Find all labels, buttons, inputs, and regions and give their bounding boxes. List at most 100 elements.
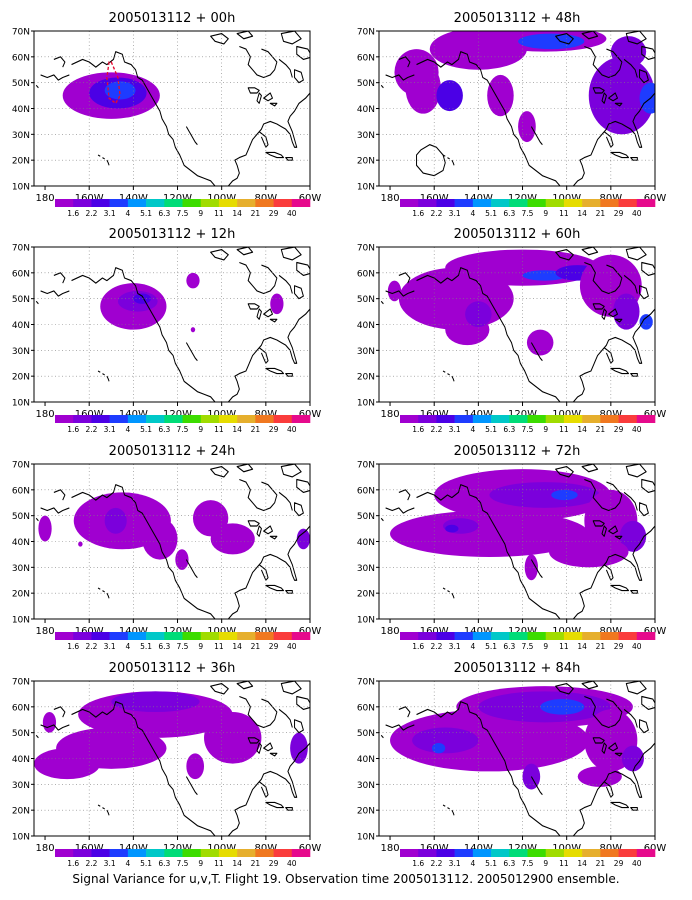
- colorbar-swatch: [436, 199, 455, 207]
- colorbar-swatch: [255, 632, 274, 640]
- x-tick-label: 180: [380, 409, 399, 420]
- x-tick-label: 140W: [119, 409, 148, 420]
- y-tick-label: 70N: [357, 461, 375, 471]
- colorbar-label: 2.2: [430, 642, 442, 651]
- colorbar-swatch: [273, 632, 293, 640]
- y-tick-label: 10N: [12, 616, 30, 626]
- variance-shading: [549, 536, 629, 568]
- colorbar-swatch: [400, 415, 419, 423]
- colorbar-label: 4: [125, 642, 130, 651]
- colorbar-swatch: [600, 415, 619, 423]
- map-panel: 2005013112 + 36h 180 160W 140W 120W 100W 80W 60…: [12, 661, 322, 868]
- panel-title: 2005013112 + 36h: [109, 661, 236, 676]
- x-tick-label: 160W: [75, 193, 104, 204]
- x-tick-label: 100W: [552, 193, 581, 204]
- colorbar-label: 2.2: [430, 425, 442, 434]
- colorbar-label: 21: [251, 425, 261, 434]
- colorbar-swatch: [563, 199, 583, 207]
- colorbar-swatch: [109, 199, 129, 207]
- colorbar-label: 14: [577, 209, 587, 218]
- y-tick-label: 40N: [12, 538, 30, 548]
- variance-shading: [431, 743, 446, 754]
- colorbar-label: 6.3: [158, 859, 170, 868]
- y-tick-label: 70N: [357, 678, 375, 688]
- y-tick-label: 30N: [357, 131, 375, 141]
- colorbar-label: 14: [577, 642, 587, 651]
- colorbar-label: 6.3: [158, 425, 170, 434]
- colorbar-label: 7.5: [177, 209, 189, 218]
- colorbar-swatch: [91, 415, 110, 423]
- y-tick-label: 70N: [12, 28, 30, 38]
- x-tick-label: 80W: [255, 193, 278, 204]
- colorbar-label: 4: [125, 859, 130, 868]
- colorbar-label: 6.3: [503, 425, 515, 434]
- x-tick-label: 60W: [299, 626, 322, 637]
- variance-shading: [518, 111, 536, 143]
- colorbar-swatch: [127, 849, 147, 857]
- variance-shading: [142, 518, 178, 560]
- colorbar-label: 4: [470, 209, 475, 218]
- colorbar-swatch: [55, 415, 74, 423]
- colorbar-swatch: [400, 632, 419, 640]
- colorbar-swatch: [146, 632, 165, 640]
- y-tick-label: 10N: [357, 833, 375, 843]
- x-tick-label: 60W: [299, 193, 322, 204]
- x-tick-label: 60W: [644, 409, 667, 420]
- panels-grid: 2005013112 + 00h 180 160W 140W 120W 100W 80W 60…: [12, 11, 667, 868]
- colorbar-swatch: [237, 849, 256, 857]
- colorbar-label: 9: [198, 642, 203, 651]
- colorbar-label: 1.6: [67, 859, 79, 868]
- colorbar-swatch: [164, 849, 183, 857]
- colorbar-label: 40: [287, 209, 297, 218]
- x-tick-label: 100W: [207, 193, 236, 204]
- colorbar-swatch: [146, 849, 165, 857]
- colorbar-label: 40: [287, 425, 297, 434]
- colorbar-swatch: [164, 415, 183, 423]
- x-tick-label: 100W: [552, 843, 581, 854]
- variance-shading: [412, 727, 479, 754]
- colorbar-swatch: [418, 632, 437, 640]
- colorbar-swatch: [182, 632, 202, 640]
- x-tick-label: 80W: [255, 409, 278, 420]
- colorbar-label: 21: [596, 642, 606, 651]
- colorbar-label: 4: [125, 425, 130, 434]
- variance-shading: [613, 293, 640, 330]
- colorbar-label: 1.6: [67, 425, 79, 434]
- colorbar-swatch: [182, 849, 202, 857]
- colorbar-swatch: [200, 849, 220, 857]
- variance-shading: [526, 329, 554, 356]
- colorbar-label: 21: [596, 425, 606, 434]
- x-tick-label: 100W: [207, 409, 236, 420]
- colorbar-label: 11: [559, 425, 569, 434]
- y-tick-label: 60N: [357, 486, 375, 496]
- variance-shading: [42, 712, 57, 733]
- map-panel: 2005013112 + 12h 180 160W 140W 120W 100W 80W 60…: [12, 227, 322, 434]
- x-tick-label: 60W: [644, 193, 667, 204]
- x-tick-label: 80W: [255, 626, 278, 637]
- colorbar-label: 11: [214, 859, 224, 868]
- colorbar-label: 4: [470, 859, 475, 868]
- y-tick-label: 10N: [12, 183, 30, 193]
- colorbar-label: 14: [577, 425, 587, 434]
- variance-shading: [78, 541, 83, 547]
- colorbar-swatch: [200, 199, 220, 207]
- colorbar-swatch: [218, 415, 238, 423]
- colorbar-swatch: [164, 632, 183, 640]
- colorbar-swatch: [618, 199, 638, 207]
- colorbar-label: 1.6: [412, 425, 424, 434]
- y-tick-label: 10N: [357, 616, 375, 626]
- colorbar-swatch: [472, 849, 492, 857]
- y-tick-label: 40N: [12, 105, 30, 115]
- colorbar-label: 9: [198, 859, 203, 868]
- map-panel: 2005013112 + 60h 180 160W 140W 120W 100W 80W 60…: [357, 227, 667, 434]
- colorbar-label: 2.2: [85, 642, 97, 651]
- variance-shading: [38, 515, 52, 542]
- colorbar-label: 40: [287, 859, 297, 868]
- x-tick-label: 180: [35, 193, 54, 204]
- y-tick-label: 30N: [357, 781, 375, 791]
- colorbar-swatch: [418, 415, 437, 423]
- variance-shading: [387, 280, 402, 302]
- colorbar-label: 14: [232, 209, 242, 218]
- y-tick-label: 30N: [12, 131, 30, 141]
- x-tick-label: 60W: [299, 843, 322, 854]
